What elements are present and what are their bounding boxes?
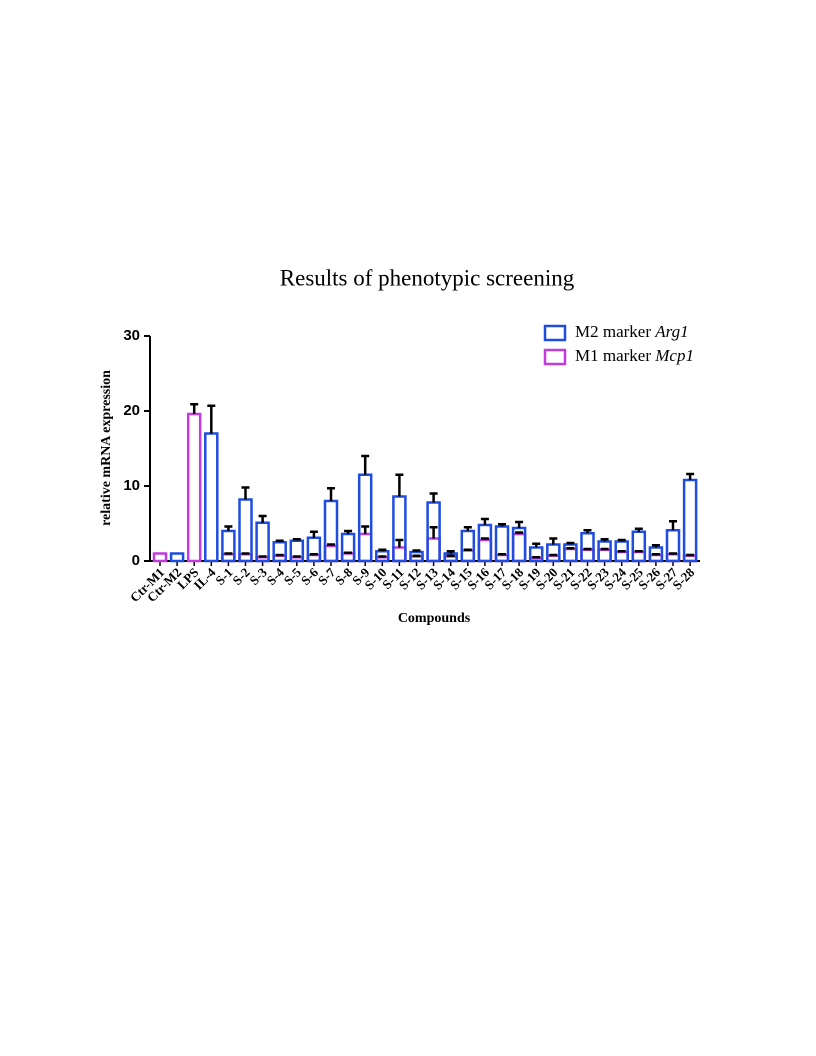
bar [631,530,647,563]
bar [186,412,202,563]
y-tick-label: 30 [123,327,140,344]
bar [597,540,612,563]
bar [597,548,612,563]
legend-label: M1 marker Mcp1 [575,346,694,365]
bar [477,538,493,563]
bar [152,552,168,563]
bar [580,532,595,563]
bar [323,544,339,563]
x-axis-label: Compounds [398,611,471,626]
bar [238,498,253,563]
bar [204,432,219,563]
legend-swatch [543,348,567,366]
bar [323,499,339,563]
bar [631,550,647,563]
legend-swatch [543,324,567,342]
bar [169,552,185,563]
bar [460,549,476,563]
x-tick-label: S-28 [669,564,697,592]
bar [477,523,493,563]
bar [563,547,578,563]
bar [511,532,527,563]
bar [272,541,287,563]
y-tick-label: 0 [132,552,140,569]
legend-label: M2 marker Arg1 [575,322,689,341]
bar [580,548,595,563]
bar [563,543,578,563]
bar [221,529,236,563]
bar [460,529,476,563]
y-axis-label: relative mRNA expression [99,370,114,526]
y-tick-label: 20 [123,402,140,419]
bar [306,536,322,563]
bar [357,473,373,563]
bar [392,546,407,563]
bar [665,529,681,563]
bar [682,478,698,563]
chart-title: Results of phenotypic screening [280,265,575,290]
y-tick-label: 10 [123,477,140,494]
bar [614,550,629,563]
bar [426,537,441,563]
bar [546,543,561,563]
bar [357,532,373,563]
bar [340,532,356,563]
bar [392,495,407,563]
